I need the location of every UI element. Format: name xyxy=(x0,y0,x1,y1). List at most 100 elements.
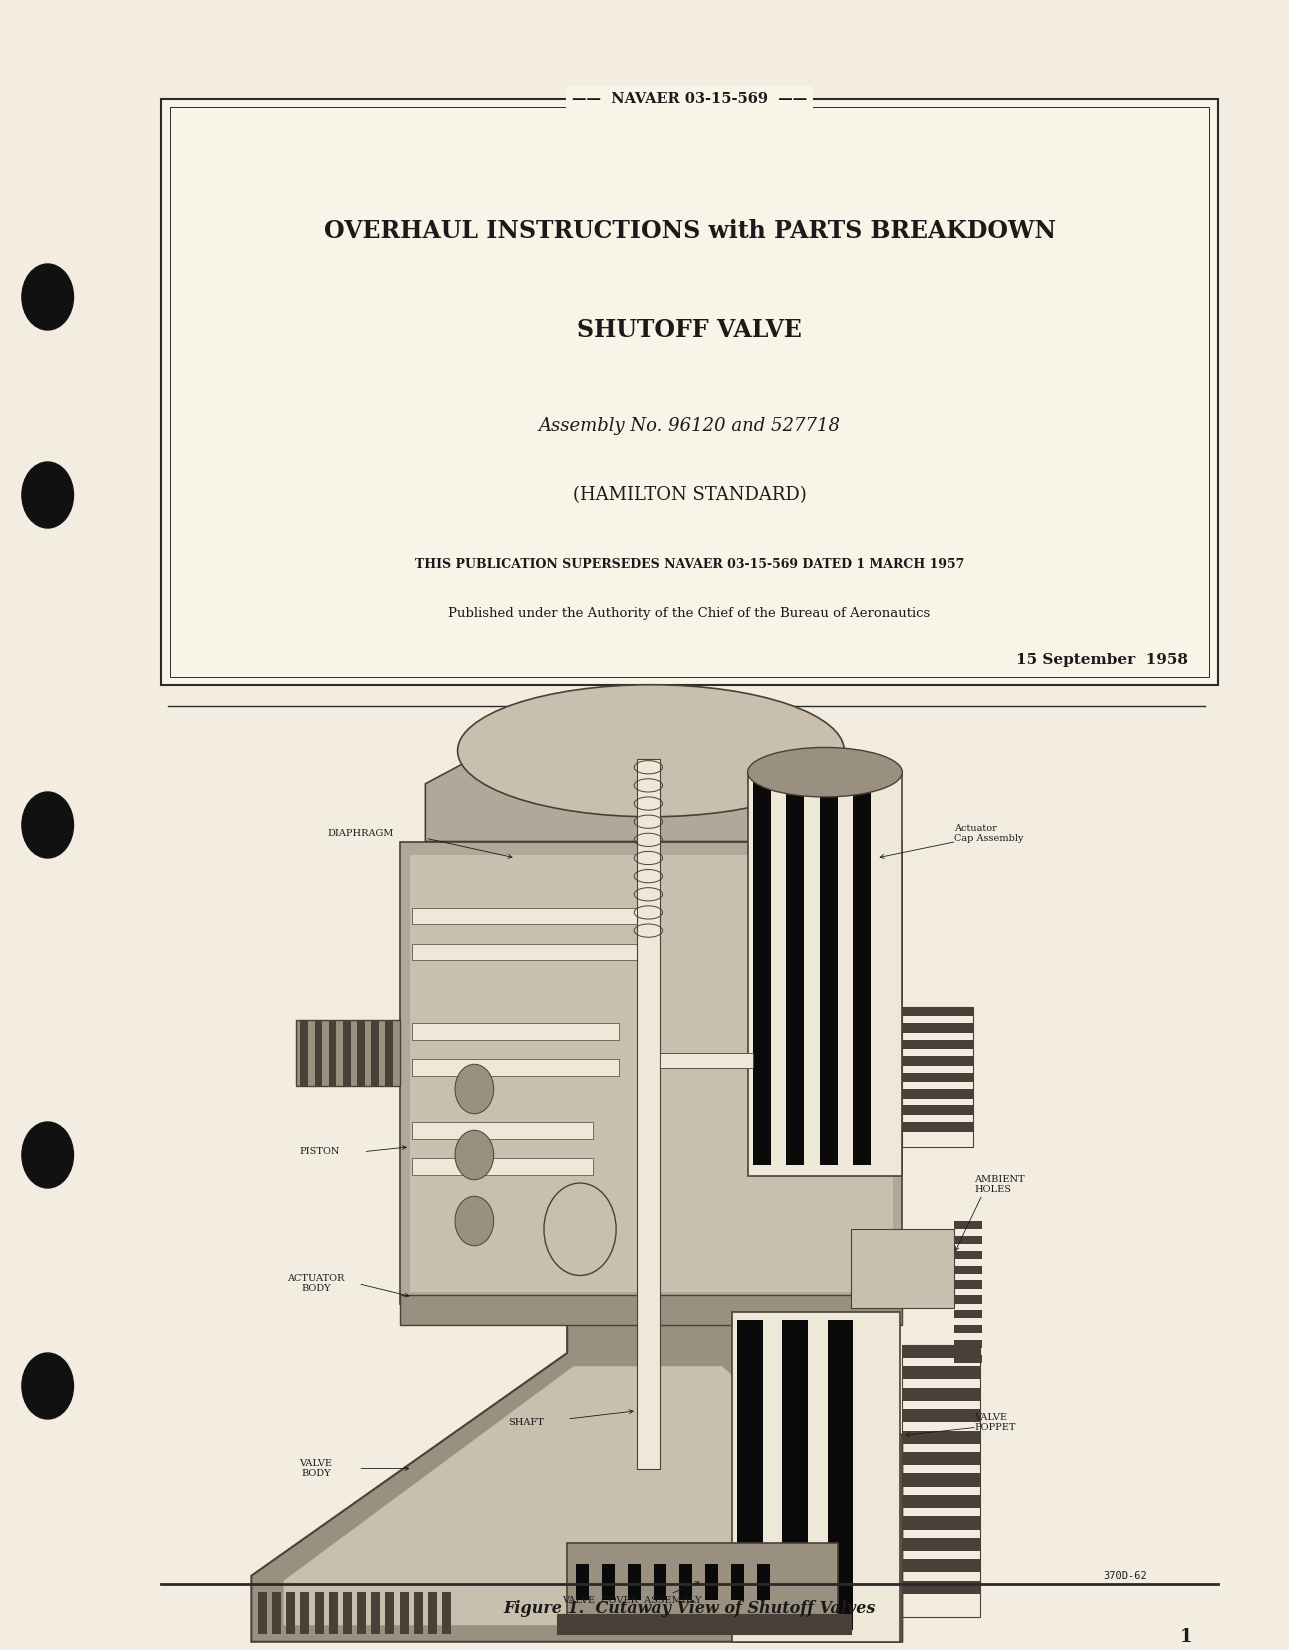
Text: Published under the Authority of the Chief of the Bureau of Aeronautics: Published under the Authority of the Chi… xyxy=(449,607,931,620)
Bar xyxy=(902,1089,973,1099)
Bar xyxy=(902,1023,973,1033)
Text: 370D-62: 370D-62 xyxy=(1103,1571,1147,1581)
Bar xyxy=(357,1020,365,1086)
Text: AMBIENT
HOLES: AMBIENT HOLES xyxy=(974,1175,1025,1195)
Bar xyxy=(954,1295,982,1304)
Bar xyxy=(786,779,804,1165)
Bar xyxy=(315,1592,324,1634)
Bar xyxy=(902,1388,980,1401)
Bar xyxy=(637,759,660,1468)
Bar xyxy=(329,1020,336,1086)
Ellipse shape xyxy=(458,685,844,817)
Text: DIAPHRAGM: DIAPHRAGM xyxy=(327,828,394,838)
Circle shape xyxy=(455,1196,494,1246)
Text: VALVE
POPPET: VALVE POPPET xyxy=(974,1412,1016,1432)
Bar xyxy=(828,1320,853,1630)
Bar xyxy=(902,1072,973,1082)
Polygon shape xyxy=(284,1366,877,1625)
Bar xyxy=(902,1006,973,1147)
Circle shape xyxy=(455,1130,494,1180)
Bar xyxy=(315,1020,322,1086)
Bar xyxy=(412,908,644,924)
Bar xyxy=(954,1355,982,1363)
Bar xyxy=(385,1020,393,1086)
Text: (HAMILTON STANDARD): (HAMILTON STANDARD) xyxy=(572,487,807,503)
Text: SHAFT: SHAFT xyxy=(508,1417,544,1427)
Text: ACTUATOR
BODY: ACTUATOR BODY xyxy=(287,1274,344,1294)
Bar xyxy=(782,1320,808,1630)
Circle shape xyxy=(544,1183,616,1275)
Bar xyxy=(412,1122,593,1138)
Bar xyxy=(902,1431,980,1444)
Bar xyxy=(954,1266,982,1274)
Bar xyxy=(576,1564,589,1600)
Bar xyxy=(820,779,838,1165)
Bar xyxy=(412,1158,593,1175)
Bar xyxy=(851,1229,954,1308)
Bar xyxy=(412,1059,619,1076)
Bar xyxy=(902,1452,980,1465)
Circle shape xyxy=(22,792,73,858)
Bar xyxy=(954,1236,982,1244)
Bar xyxy=(329,1592,338,1634)
Text: OVERHAUL INSTRUCTIONS with PARTS BREAKDOWN: OVERHAUL INSTRUCTIONS with PARTS BREAKDO… xyxy=(324,219,1056,243)
Bar xyxy=(272,1592,281,1634)
Bar xyxy=(371,1592,380,1634)
Bar xyxy=(902,1538,980,1551)
Bar xyxy=(343,1592,352,1634)
Bar xyxy=(660,1053,753,1068)
Text: VALVE
BODY: VALVE BODY xyxy=(299,1459,333,1478)
Bar xyxy=(954,1280,982,1289)
Text: Actuator
Cap Assembly: Actuator Cap Assembly xyxy=(954,823,1023,843)
Bar xyxy=(654,1564,666,1600)
Text: Figure 1.  Cutaway View of Shutoff Valves: Figure 1. Cutaway View of Shutoff Valves xyxy=(504,1600,875,1617)
Bar xyxy=(442,1592,451,1634)
Bar xyxy=(902,1345,980,1617)
Bar xyxy=(902,1581,980,1594)
Circle shape xyxy=(22,1122,73,1188)
Bar xyxy=(343,1020,351,1086)
Bar xyxy=(902,1040,973,1049)
Bar xyxy=(954,1325,982,1333)
Bar xyxy=(557,1614,851,1634)
Circle shape xyxy=(22,462,73,528)
Text: 15 September  1958: 15 September 1958 xyxy=(1016,653,1188,667)
Bar xyxy=(567,1543,838,1622)
Bar xyxy=(954,1340,982,1348)
Text: 1: 1 xyxy=(1179,1629,1192,1645)
Bar xyxy=(412,1023,619,1040)
Text: Assembly No. 96120 and 527718: Assembly No. 96120 and 527718 xyxy=(539,417,840,434)
Bar xyxy=(954,1310,982,1318)
Bar xyxy=(731,1564,744,1600)
Bar xyxy=(732,1312,900,1642)
Bar xyxy=(286,1592,295,1634)
Bar xyxy=(853,779,871,1165)
Bar xyxy=(300,1020,308,1086)
Bar xyxy=(902,1473,980,1487)
Bar xyxy=(748,772,902,1176)
Bar xyxy=(628,1564,641,1600)
Bar xyxy=(300,1592,309,1634)
Bar xyxy=(902,1006,973,1016)
Text: ——  NAVAER 03-15-569  ——: —— NAVAER 03-15-569 —— xyxy=(572,92,807,106)
Bar xyxy=(400,1592,409,1634)
Text: ★: ★ xyxy=(637,698,652,714)
Bar xyxy=(385,1592,394,1634)
Text: THIS PUBLICATION SUPERSEDES NAVAER 03-15-569 DATED 1 MARCH 1957: THIS PUBLICATION SUPERSEDES NAVAER 03-15… xyxy=(415,558,964,571)
Bar xyxy=(902,1409,980,1422)
Bar xyxy=(357,1592,366,1634)
Bar xyxy=(902,1106,973,1115)
Bar xyxy=(161,99,1218,685)
Bar xyxy=(902,1366,980,1379)
Bar xyxy=(954,1221,982,1229)
Text: PISTON: PISTON xyxy=(299,1147,340,1157)
Bar xyxy=(737,1320,763,1630)
Bar xyxy=(412,944,644,960)
Bar xyxy=(902,1516,980,1530)
Circle shape xyxy=(22,264,73,330)
Bar xyxy=(902,1559,980,1572)
Polygon shape xyxy=(251,1320,902,1642)
Bar xyxy=(902,1495,980,1508)
Bar xyxy=(414,1592,423,1634)
Bar xyxy=(258,1592,267,1634)
